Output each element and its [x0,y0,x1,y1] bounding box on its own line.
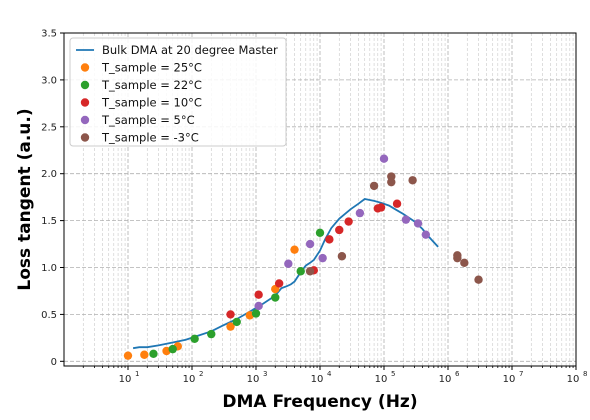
scatter-point-series-2 [296,267,305,276]
legend: Bulk DMA at 20 degree Master T_sample = 2… [69,37,287,147]
legend-entry-label: Bulk DMA at 20 degree Master [102,43,278,57]
scatter-point-series-5 [387,177,396,187]
y-tick-label: 3.0 [41,75,57,86]
x-tick-label: 10 [567,374,580,385]
legend-dot-swatch [80,98,90,107]
scatter-point-series-3 [325,235,334,244]
x-axis-label: DMA Frequency (Hz) [222,392,417,412]
scatter-point-series-5 [337,252,347,261]
x-tick-label: 10 [119,374,132,385]
scatter-point-series-3 [392,199,402,208]
legend-entry-label: T_sample = 25°C [101,61,202,75]
scatter-point-series-4 [379,154,389,163]
scatter-point-series-5 [460,258,469,268]
scatter-point-series-4 [254,301,263,311]
y-tick-label: 1.5 [41,216,57,227]
scatter-point-series-4 [284,259,293,268]
scatter-point-series-1 [140,350,149,359]
scatter-point-series-4 [355,208,365,218]
legend-entry-label: T_sample = 22°C [101,78,202,92]
x-tick-label: 10 [439,374,452,385]
scatter-point-series-1 [290,245,299,254]
scatter-point-series-3 [226,310,235,319]
scatter-point-series-5 [453,253,462,263]
legend-dot-swatch [80,80,90,90]
scatter-point-series-2 [251,309,261,318]
scatter-point-series-2 [149,349,158,359]
legend-dot-swatch [80,115,90,125]
bulk-dma-line [132,198,439,350]
legend-entry-label: T_sample = 10°C [101,96,202,110]
x-tick-exponent: 2 [199,370,203,378]
scatter-point-series-4 [318,253,327,263]
x-tick-label: 10 [311,374,324,385]
x-tick-exponent: 3 [263,370,267,378]
scatter-point-series-3 [335,225,344,235]
legend-dot-swatch [80,63,90,72]
x-tick-exponent: 1 [135,370,139,378]
scatter-point-series-3 [254,290,263,299]
scatter-point-series-2 [168,344,177,354]
scatter-point-series-2 [207,329,216,339]
y-axis-label: Loss tangent (a.u.) [15,108,35,290]
x-tick-exponent: 4 [327,370,332,378]
scatter-point-series-2 [271,293,280,302]
x-axis-ticks: 10 1 10 2 10 3 10 4 10 5 10 6 10 7 10 8 [82,366,587,385]
y-tick-label: 2.5 [41,122,57,133]
x-tick-label: 10 [183,374,196,385]
scatter-point-series-5 [369,181,379,191]
scatter-point-series-4 [305,239,315,249]
legend-entry-label: T_sample = 5°C [101,113,195,127]
x-tick-label: 10 [503,374,516,385]
scatter-point-series-2 [315,228,325,237]
scatter-point-series-4 [421,230,431,239]
scatter-point-series-3 [274,279,284,288]
y-tick-label: 1.0 [41,263,57,274]
scatter-point-series-1 [226,322,235,331]
y-axis-ticks: 0 0.5 1.0 1.5 2.0 2.5 3.0 3.5 [41,29,64,368]
scatter-point-series-1 [123,351,133,360]
scatter-point-series-3 [376,203,386,212]
scatter-point-series-5 [408,176,417,185]
x-tick-label: 10 [375,374,388,385]
legend-entry-label: T_sample = -3°C [101,131,199,145]
x-tick-label: 10 [247,374,260,385]
scatter-point-series-4 [401,215,411,224]
scatter-point-series-2 [190,334,199,343]
y-tick-label: 0.5 [41,310,57,321]
x-tick-exponent: 7 [519,370,523,378]
scatter-point-series-2 [232,317,241,327]
scatter-point-series-5 [474,275,483,284]
x-tick-exponent: 5 [391,370,395,378]
legend-dot-swatch [80,133,90,142]
scatter-point-series-3 [344,217,353,226]
legend-box [69,37,287,147]
y-tick-label: 2.0 [41,169,57,180]
scatter-point-series-4 [413,219,423,228]
y-tick-label: 0 [51,357,57,368]
x-tick-exponent: 6 [455,370,460,378]
x-tick-exponent: 8 [583,370,587,378]
scatter-points [123,154,483,360]
scatter-point-series-5 [305,267,315,276]
y-tick-label: 3.5 [41,29,57,40]
